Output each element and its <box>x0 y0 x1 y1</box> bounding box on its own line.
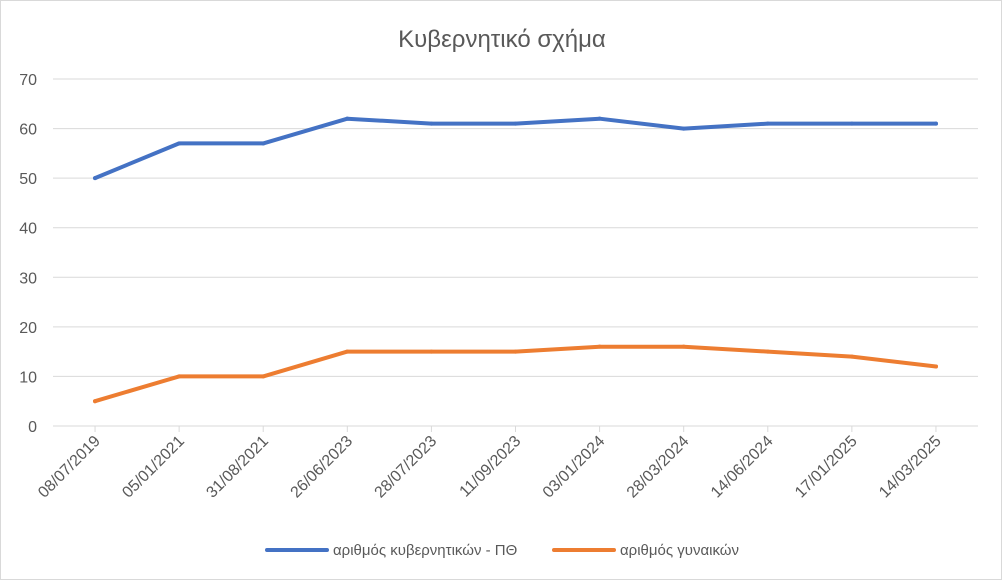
series-2-point <box>345 349 350 354</box>
y-axis-ticks: 0 10 20 30 40 50 60 70 <box>19 72 37 436</box>
x-tick-label: 08/07/2019 <box>35 433 104 502</box>
series-lines <box>93 116 938 404</box>
series-2-point <box>513 349 518 354</box>
y-tick-label: 30 <box>19 270 37 287</box>
series-1-point <box>261 141 266 146</box>
series-2-point <box>93 399 98 404</box>
series-2-point <box>261 374 266 379</box>
y-tick-label: 50 <box>19 171 37 188</box>
legend: αριθμός κυβερνητικών - ΠΘ αριθμός γυναικώ… <box>265 542 739 559</box>
legend-label-1: αριθμός κυβερνητικών - ΠΘ <box>333 542 517 559</box>
x-tick-label: 14/03/2025 <box>876 433 945 502</box>
x-tick-label: 11/09/2023 <box>457 433 525 501</box>
series-2-point <box>849 354 854 359</box>
series-2-point <box>429 349 434 354</box>
series-1-point <box>765 121 770 126</box>
series-1-point <box>177 141 182 146</box>
x-tick-label: 03/01/2024 <box>540 433 609 502</box>
series-1-point <box>429 121 434 126</box>
chart-title: Κυβερνητικό σχήμα <box>398 26 606 53</box>
y-tick-label: 40 <box>19 221 37 238</box>
series-2-point <box>177 374 182 379</box>
series-line-2 <box>93 344 938 404</box>
series-2-point <box>765 349 770 354</box>
gridlines <box>53 78 978 427</box>
series-1-point <box>933 121 938 126</box>
series-line-1 <box>93 116 938 181</box>
series-1-point <box>93 176 98 181</box>
x-tick-label: 28/03/2024 <box>624 433 693 502</box>
y-tick-label: 70 <box>19 72 37 89</box>
x-tick-label: 26/06/2023 <box>288 433 357 502</box>
legend-label-2: αριθμός γυναικών <box>620 542 739 559</box>
y-tick-label: 0 <box>28 419 37 436</box>
y-tick-label: 10 <box>19 369 37 386</box>
y-tick-label: 20 <box>19 320 37 337</box>
series-1-point <box>345 116 350 121</box>
series-1-point <box>597 116 602 121</box>
series-1-point <box>513 121 518 126</box>
y-tick-label: 60 <box>19 122 37 139</box>
series-1-point <box>849 121 854 126</box>
x-tick-label: 05/01/2021 <box>119 433 188 502</box>
series-2-point <box>597 344 602 349</box>
x-tick-label: 14/06/2024 <box>708 433 777 502</box>
series-1-point <box>681 126 686 131</box>
x-tick-label: 17/01/2025 <box>792 433 861 502</box>
series-2-point <box>933 364 938 369</box>
x-axis-ticks: 08/07/2019 05/01/2021 31/08/2021 26/06/2023… <box>35 426 945 501</box>
x-tick-label: 28/07/2023 <box>372 433 441 502</box>
series-2-point <box>681 344 686 349</box>
x-tick-label: 31/08/2021 <box>203 433 272 502</box>
